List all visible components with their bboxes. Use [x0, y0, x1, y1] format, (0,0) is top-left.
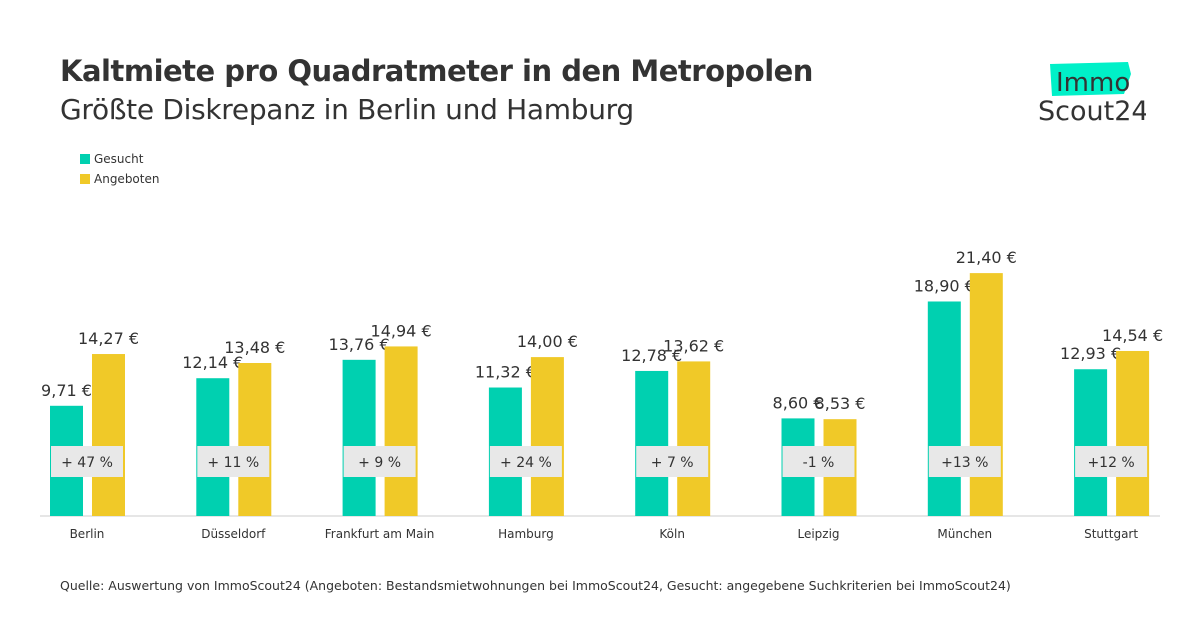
source-note: Quelle: Auswertung von ImmoScout24 (Ange… [60, 578, 1011, 593]
bar-chart: 9,71 € 14,27 € + 47 % Berlin 12,14 €13,48 € +… [40, 248, 1163, 541]
bar-angeboten [677, 361, 711, 516]
category-label: Frankfurt am Main [325, 527, 435, 541]
bar-gesucht [342, 359, 376, 516]
category-label: Stuttgart [1084, 527, 1138, 541]
category-label: Hamburg [498, 527, 554, 541]
value-label: 9,71 € [41, 381, 92, 400]
difference-label: + 11 % [207, 455, 259, 471]
category-label: Düsseldorf [201, 527, 266, 541]
legend-swatch-gesucht [80, 154, 90, 164]
legend-swatch-angeboten [80, 174, 90, 184]
value-label: 18,90 € [914, 276, 975, 295]
svg-text:Scout24: Scout24 [1038, 96, 1146, 124]
bar-angeboten [92, 354, 125, 516]
difference-label: + 47 % [61, 455, 113, 471]
legend-label-angeboten: Angeboten [94, 172, 160, 186]
value-label: 11,32 € [475, 363, 536, 382]
category-label: Köln [659, 527, 685, 541]
difference-badge [343, 446, 416, 477]
difference-badge [636, 446, 709, 477]
bar-angeboten [969, 273, 1003, 516]
value-label: 12,78 € [621, 346, 682, 365]
immoscout24-logo: Immo Scout24 [1036, 60, 1149, 127]
chart-subtitle: Größte Diskrepanz in Berlin und Hamburg [60, 93, 634, 126]
bar-angeboten [1116, 350, 1150, 516]
category-label: Leipzig [797, 527, 839, 541]
bar-angeboten [384, 346, 418, 516]
value-label: 12,14 € [182, 353, 243, 372]
category-label: München [937, 527, 992, 541]
chart-title: Kaltmiete pro Quadratmeter in den Metrop… [60, 54, 813, 88]
difference-label: + 24 % [500, 455, 552, 471]
difference-label: + 9 % [358, 455, 401, 471]
difference-badge [928, 446, 1001, 477]
bar-gesucht [1074, 369, 1108, 516]
value-label: 8,60 € [773, 393, 824, 412]
value-label: 8,53 € [815, 394, 866, 413]
value-label: 21,40 € [956, 248, 1017, 267]
difference-label: +13 % [941, 455, 988, 471]
value-label: 13,62 € [663, 336, 724, 355]
difference-badge [489, 446, 562, 477]
difference-badge [1075, 446, 1148, 477]
value-label: 12,93 € [1060, 344, 1121, 363]
value-label: 13,48 € [224, 338, 285, 357]
difference-label: + 7 % [651, 455, 694, 471]
bar-gesucht [635, 370, 669, 516]
difference-label: +12 % [1087, 455, 1134, 471]
value-label: 13,76 € [329, 335, 390, 354]
difference-label: -1 % [803, 455, 835, 471]
difference-badge [782, 446, 855, 477]
value-label: 14,94 € [371, 321, 432, 340]
svg-text:Immo: Immo [1056, 68, 1130, 98]
bar-gesucht [927, 301, 961, 516]
value-label: 14,27 € [78, 329, 139, 348]
bar-angeboten [238, 363, 272, 516]
difference-badge [197, 446, 270, 477]
legend-label-gesucht: Gesucht [94, 152, 144, 166]
value-label: 14,54 € [1102, 326, 1163, 345]
legend-item-gesucht: Gesucht [80, 152, 143, 166]
bar-angeboten [530, 357, 564, 516]
value-label: 14,00 € [517, 332, 578, 351]
difference-badge [51, 446, 123, 477]
category-label: Berlin [70, 527, 105, 541]
legend-item-angeboten: Angeboten [80, 172, 159, 186]
